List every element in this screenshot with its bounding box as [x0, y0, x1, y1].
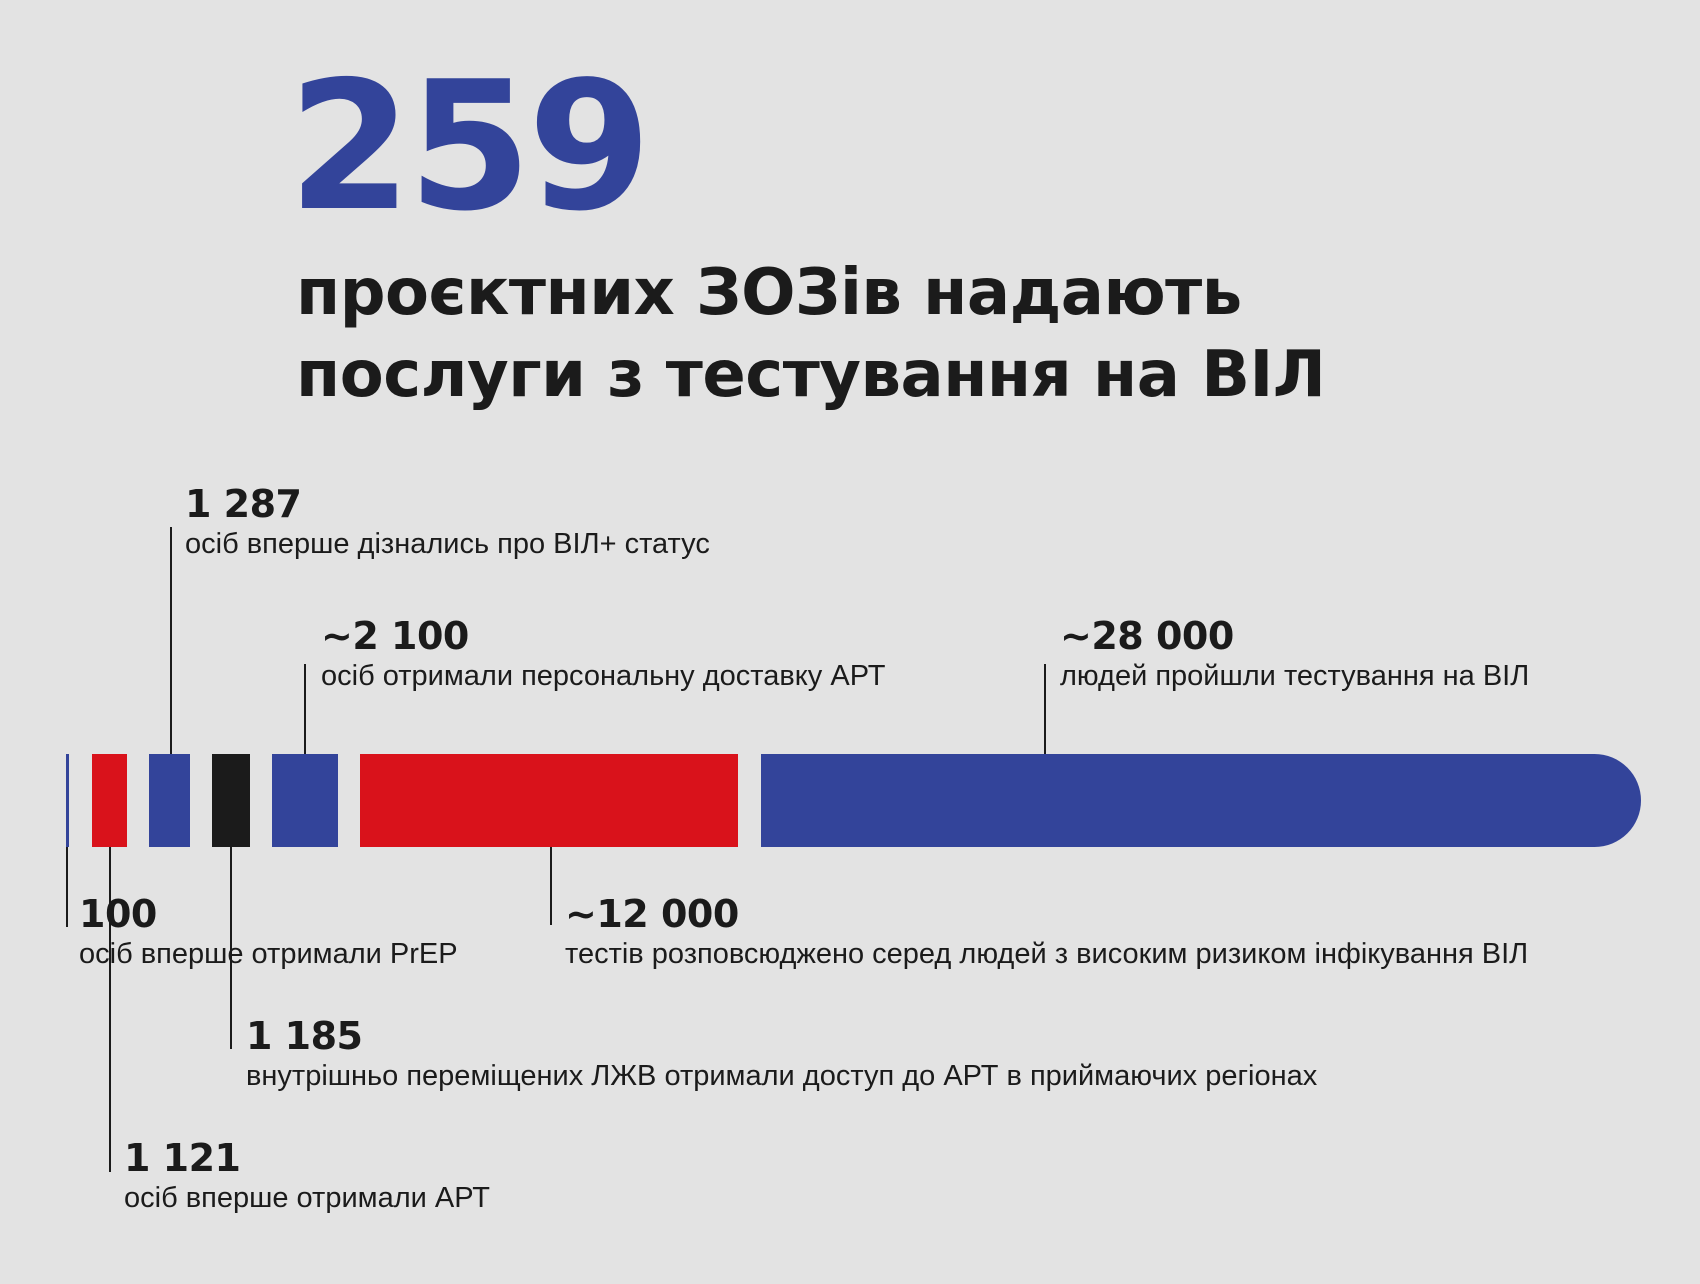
connector-tests-distributed: [550, 847, 552, 925]
connector-art-delivery: [304, 664, 306, 754]
stat-description: осіб вперше отримали АРТ: [124, 1182, 490, 1214]
stat-number: ~2 100: [321, 614, 469, 658]
connector-first-art: [109, 847, 111, 1172]
stat-description: людей пройшли тестування на ВІЛ: [1060, 660, 1530, 692]
bar-segment-learned-status: [149, 754, 190, 847]
connector-tested: [1044, 664, 1046, 754]
stat-first-art: 1 121 осіб вперше отримали АРТ: [124, 1136, 490, 1216]
stat-description: осіб вперше отримали PrEP: [79, 938, 458, 970]
headline-line-1: проєктних ЗОЗів надають: [296, 256, 1242, 330]
bar-segment-tested: [761, 754, 1641, 847]
connector-learned-status: [170, 527, 172, 754]
bar-segment-art-delivery: [272, 754, 338, 847]
stat-tested: ~28 000 людей пройшли тестування на ВІЛ: [1060, 614, 1529, 694]
stat-number: ~28 000: [1060, 614, 1234, 658]
stat-description: тестів розповсюджено серед людей з висок…: [565, 938, 1529, 970]
stat-learned-status: 1 287 осіб вперше дізнались про ВІЛ+ ста…: [185, 482, 710, 562]
bar-segment-prep: [66, 754, 69, 847]
stat-number: 1 185: [246, 1014, 363, 1058]
connector-idp-art: [230, 847, 232, 1049]
stat-tests-distributed: ~12 000 тестів розповсюджено серед людей…: [565, 892, 1528, 972]
bar-segment-idp-art: [212, 754, 250, 847]
bar-segment-first-art: [92, 754, 127, 847]
bar-segment-tests-distributed: [360, 754, 738, 847]
headline-line-2: послуги з тестування на ВІЛ: [296, 338, 1326, 412]
stat-description: осіб вперше дізнались про ВІЛ+ статус: [185, 528, 710, 560]
stat-number: ~12 000: [565, 892, 739, 936]
stat-description: внутрішньо переміщених ЛЖВ отримали дост…: [246, 1060, 1318, 1092]
stat-first-prep: 100 осіб вперше отримали PrEP: [79, 892, 458, 972]
stat-art-delivery: ~2 100 осіб отримали персональну доставк…: [321, 614, 885, 694]
stat-number: 1 121: [124, 1136, 241, 1180]
stat-description: осіб отримали персональну доставку АРТ: [321, 660, 886, 692]
headline-number: 259: [288, 43, 652, 250]
stat-number: 100: [79, 892, 157, 936]
stat-idp-art: 1 185 внутрішньо переміщених ЛЖВ отримал…: [246, 1014, 1317, 1094]
connector-prep: [66, 847, 68, 927]
headline-text: проєктних ЗОЗів надають послуги з тестув…: [296, 252, 1326, 416]
stat-number: 1 287: [185, 482, 302, 526]
